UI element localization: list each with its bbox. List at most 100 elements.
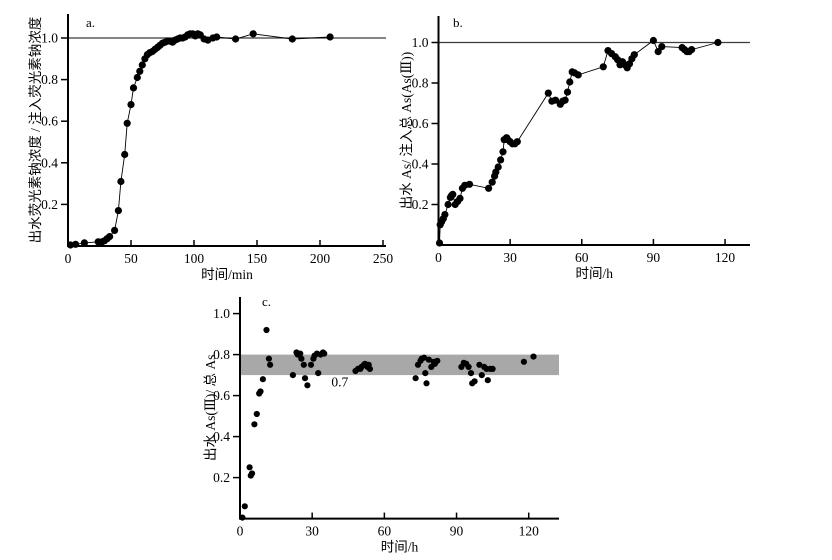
data-line xyxy=(439,39,719,244)
y-tick-label: 0.2 xyxy=(213,470,230,485)
data-point xyxy=(246,464,253,471)
data-point xyxy=(297,350,304,357)
y-tick-label: 0.2 xyxy=(412,197,429,212)
x-tick-label: 120 xyxy=(715,250,736,265)
data-point xyxy=(497,156,505,164)
x-axis-label: 时间/h xyxy=(381,540,419,555)
data-point xyxy=(111,226,119,234)
y-tick-label: 0.8 xyxy=(41,72,58,87)
y-tick-label: 1.0 xyxy=(41,31,58,46)
data-point xyxy=(530,353,537,360)
data-point xyxy=(513,138,521,146)
data-point xyxy=(465,180,474,188)
x-tick-label: 0 xyxy=(237,524,244,539)
data-point xyxy=(114,207,122,215)
data-point xyxy=(288,35,296,43)
data-point xyxy=(520,358,527,365)
axes xyxy=(437,16,750,246)
data-point xyxy=(544,89,552,97)
x-tick-label: 50 xyxy=(124,251,138,266)
x-tick-label: 150 xyxy=(247,251,268,266)
data-point xyxy=(315,370,322,377)
panel-label: a. xyxy=(86,15,95,30)
data-point xyxy=(467,370,475,377)
x-tick-label: 200 xyxy=(310,251,331,266)
data-point xyxy=(298,355,305,362)
data-point xyxy=(251,421,258,428)
data-point xyxy=(499,148,507,156)
x-tick-label: 120 xyxy=(519,524,540,539)
data-point xyxy=(422,370,429,377)
data-point xyxy=(213,33,221,41)
data-point xyxy=(257,388,264,395)
data-point xyxy=(289,372,296,379)
data-point xyxy=(649,36,657,45)
y-tick-label: 1.0 xyxy=(412,35,429,50)
x-tick-label: 60 xyxy=(575,250,589,265)
x-tick-label: 90 xyxy=(450,524,464,539)
data-point xyxy=(494,163,502,171)
x-tick-label: 0 xyxy=(435,250,442,265)
data-point xyxy=(138,61,146,69)
data-point xyxy=(488,178,496,186)
data-point xyxy=(307,361,315,368)
data-point xyxy=(267,361,274,368)
panel-label: b. xyxy=(453,15,463,30)
y-tick-label: 0.4 xyxy=(412,157,429,172)
data-point xyxy=(121,150,129,159)
panel-label: c. xyxy=(262,294,271,309)
y-axis-label: 出水 As(Ⅲ)/ 总 As xyxy=(203,355,218,461)
y-tick-label: 0.6 xyxy=(213,388,230,403)
x-axis-label: 时间/min xyxy=(201,267,253,282)
data-point xyxy=(714,38,722,47)
data-point xyxy=(688,46,696,54)
data-point xyxy=(421,354,428,361)
data-point xyxy=(304,382,311,389)
data-point xyxy=(249,30,257,38)
data-point xyxy=(301,375,309,382)
y-tick-label: 1.0 xyxy=(213,306,230,321)
data-point xyxy=(489,365,496,372)
y-tick-label: 0.6 xyxy=(41,114,58,129)
y-tick-label: 0.8 xyxy=(213,347,230,362)
data-point xyxy=(129,84,138,92)
data-point xyxy=(456,194,464,202)
data-point xyxy=(265,355,272,362)
data-point xyxy=(435,239,444,247)
highlight-band xyxy=(241,354,559,376)
x-axis-label: 时间/h xyxy=(575,266,613,281)
panel-c-chart: 0 30 60 90 120 0.2 0.4 0.6 0.8 1.0 0.7 c. 时间/h 出水 As(… xyxy=(203,294,559,555)
y-tick-label: 0.4 xyxy=(213,429,230,444)
data-point xyxy=(485,184,493,192)
data-point xyxy=(253,410,260,418)
data-point xyxy=(241,503,248,510)
data-point xyxy=(72,240,80,248)
data-point xyxy=(476,361,483,368)
data-point xyxy=(434,357,441,364)
data-point xyxy=(412,375,419,382)
x-tick-label: 0 xyxy=(65,251,72,266)
y-tick-label: 0.2 xyxy=(41,197,58,212)
data-point xyxy=(563,88,572,96)
data-point xyxy=(259,376,266,383)
data-point xyxy=(654,48,662,56)
x-tick-label: 90 xyxy=(647,250,661,265)
data-point xyxy=(248,470,256,477)
data-point xyxy=(478,372,485,379)
data-point xyxy=(471,378,478,385)
data-point xyxy=(321,350,328,357)
data-point xyxy=(423,380,430,387)
y-tick-label: 0.6 xyxy=(412,116,429,131)
data-point xyxy=(658,43,666,51)
data-point xyxy=(127,101,135,109)
y-tick-label: 0.4 xyxy=(41,155,58,170)
x-tick-label: 100 xyxy=(184,251,205,266)
data-point xyxy=(465,363,472,370)
data-point xyxy=(123,119,131,127)
axes xyxy=(239,297,559,520)
y-tick-label: 0.8 xyxy=(412,76,429,91)
x-tick-label: 60 xyxy=(378,524,392,539)
data-point xyxy=(136,67,144,75)
panel-b-chart: 0 30 60 90 120 0.2 0.4 0.6 0.8 1.0 b. 时间/h 出水 As/ 注入… xyxy=(399,15,750,281)
